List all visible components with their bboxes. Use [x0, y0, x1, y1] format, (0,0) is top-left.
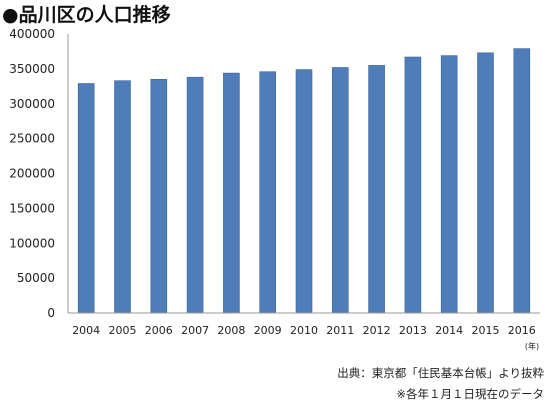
- y-tick-label: 200000: [9, 167, 55, 181]
- x-tick-label: 2014: [435, 324, 463, 337]
- y-tick-label: 300000: [9, 97, 55, 111]
- y-tick-label: 350000: [9, 62, 55, 76]
- x-axis-ticks: 2004 2005 2006 2007 2008 2009 2010 2011 2012 2013…: [72, 324, 536, 337]
- bar: [295, 69, 313, 314]
- x-axis-unit: (年): [525, 341, 539, 351]
- bars: [77, 48, 531, 314]
- x-tick-label: 2016: [508, 324, 536, 337]
- y-tick-label: 150000: [9, 201, 55, 215]
- y-tick-label: 400000: [9, 27, 55, 41]
- bar: [150, 79, 168, 314]
- chart-title: ●品川区の人口推移: [2, 4, 171, 26]
- bar: [77, 83, 95, 314]
- bar: [114, 80, 131, 314]
- source-note: 出典：東京都「住民基本台帳」より抜粋: [337, 366, 544, 380]
- y-tick-label: 100000: [9, 236, 55, 250]
- x-tick-label: 2012: [363, 324, 391, 337]
- bar: [223, 72, 240, 314]
- bar: [186, 76, 204, 314]
- bar: [404, 56, 422, 314]
- x-tick-label: 2007: [181, 324, 209, 337]
- x-tick-label: 2010: [290, 324, 318, 337]
- y-axis-ticks: 0 50000 100000 150000 200000 250000 300000 3500…: [9, 27, 55, 320]
- bar: [440, 55, 458, 314]
- bar: [259, 71, 277, 314]
- x-tick-label: 2013: [399, 324, 427, 337]
- data-footnote: ※各年１月１日現在のデータ: [396, 387, 544, 401]
- x-tick-label: 2004: [72, 324, 100, 337]
- bar: [477, 52, 494, 314]
- y-tick-label: 250000: [9, 132, 55, 146]
- y-tick-label: 50000: [17, 271, 55, 285]
- x-tick-label: 2008: [217, 324, 245, 337]
- x-tick-label: 2015: [472, 324, 500, 337]
- x-tick-label: 2009: [254, 324, 282, 337]
- y-tick-label: 0: [47, 306, 55, 320]
- x-tick-label: 2006: [145, 324, 173, 337]
- bar: [513, 48, 531, 314]
- bar-chart: 0 50000 100000 150000 200000 250000 300000 3500…: [9, 27, 540, 351]
- x-tick-label: 2005: [109, 324, 137, 337]
- bar: [368, 65, 385, 314]
- bar: [331, 67, 349, 314]
- x-tick-label: 2011: [326, 324, 354, 337]
